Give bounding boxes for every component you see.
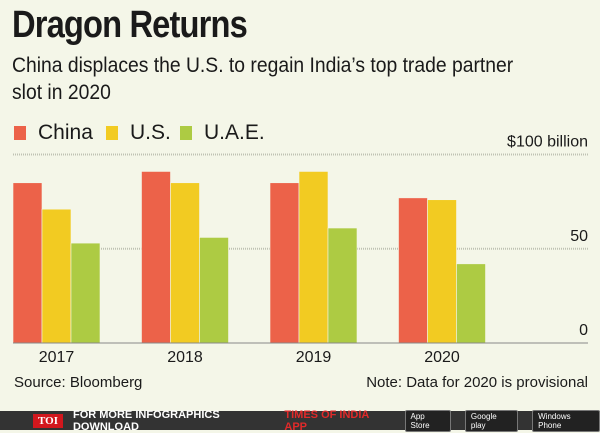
windows-phone-badge[interactable]: Windows Phone [532, 409, 600, 432]
legend-label: U.A.E. [204, 121, 265, 144]
legend-china: China [14, 121, 93, 145]
legend-swatch [14, 126, 26, 140]
bar-us-2020 [427, 199, 457, 344]
y-tick-label: 0 [579, 322, 588, 339]
bar-china-2018 [141, 171, 171, 344]
legend-uae: U.A.E. [180, 121, 265, 145]
bar-china-2020 [398, 197, 428, 344]
legend-label: China [38, 121, 93, 144]
legend-us: U.S. [106, 121, 171, 145]
x-tick-label: 2018 [167, 349, 203, 366]
bar-uae-2019 [327, 227, 358, 344]
bar-uae-2017 [70, 242, 101, 344]
google-play-badge[interactable]: Google play [464, 409, 519, 432]
x-tick-label: 2017 [39, 349, 75, 366]
bar-us-2018 [170, 182, 200, 344]
page-title: Dragon Returns [12, 4, 248, 46]
legend-swatch [106, 126, 118, 140]
legend-label: U.S. [130, 121, 171, 144]
footer-text: FOR MORE INFOGRAPHICS DOWNLOAD [72, 408, 220, 433]
source: Source: Bloomberg [14, 374, 143, 391]
note: Note: Data for 2020 is provisional [366, 374, 588, 391]
x-tick-label: 2020 [424, 349, 460, 366]
bar-uae-2018 [199, 237, 229, 344]
toi-logo: TOI [33, 413, 63, 428]
app-store-badge[interactable]: App Store [404, 409, 451, 432]
bar-chart: 2017 2018 2019 2020 0 50 $100 billion [12, 134, 588, 366]
bar-china-2019 [269, 182, 300, 344]
footer-highlight: TIMES OF INDIA APP [284, 408, 369, 433]
footer-banner[interactable]: TOI FOR MORE INFOGRAPHICS DOWNLOAD TIMES… [0, 408, 600, 433]
bar-china-2017 [12, 182, 43, 344]
legend-swatch [180, 126, 192, 140]
bar-us-2019 [298, 171, 329, 344]
bar-uae-2020 [456, 263, 486, 344]
y-tick-label: 50 [570, 228, 588, 245]
y-tick-label: $100 billion [507, 134, 588, 151]
bar-us-2017 [41, 208, 72, 344]
subtitle: China displaces the U.S. to regain India… [12, 54, 514, 104]
x-tick-label: 2019 [296, 349, 332, 366]
